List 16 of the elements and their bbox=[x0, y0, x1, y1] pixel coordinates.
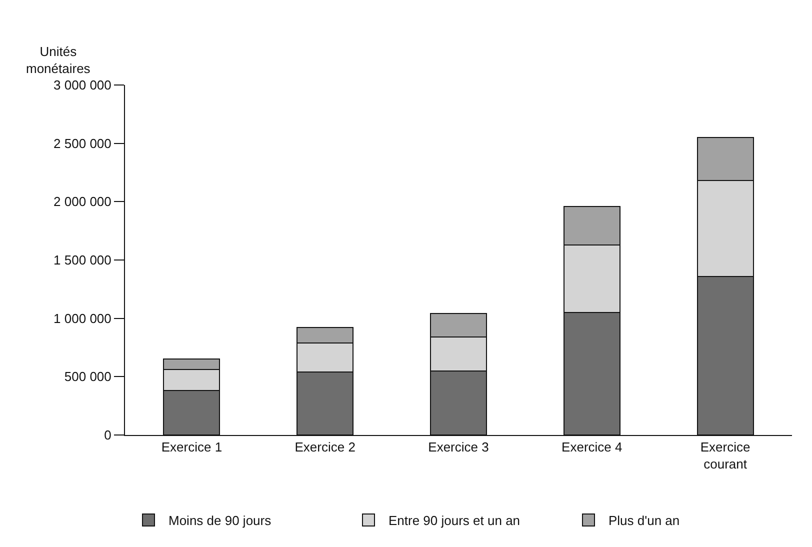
y-tick-label: 2 000 000 bbox=[54, 194, 112, 210]
x-tick-label: Exercice 1 bbox=[161, 440, 222, 455]
y-tick-label: 1 500 000 bbox=[54, 252, 112, 268]
legend-label: Entre 90 jours et un an bbox=[388, 513, 520, 528]
y-tick-label: 3 000 000 bbox=[54, 78, 112, 93]
x-tick-label: Exercice courant bbox=[700, 440, 750, 472]
legend-label: Plus d'un an bbox=[608, 513, 680, 528]
y-axis-title: Unités monétaires bbox=[26, 44, 91, 76]
y-tick-label: 0 bbox=[104, 428, 112, 443]
x-tick-label: Exercice 3 bbox=[428, 440, 489, 455]
y-tick-label: 500 000 bbox=[64, 369, 112, 384]
y-tick-label: 1 000 000 bbox=[54, 310, 112, 326]
x-tick-label: Exercice 2 bbox=[294, 440, 356, 455]
x-tick-label: Exercice 4 bbox=[562, 440, 622, 455]
y-tick-label: 2 500 000 bbox=[54, 136, 112, 151]
legend-label: Moins de 90 jours bbox=[168, 513, 272, 528]
